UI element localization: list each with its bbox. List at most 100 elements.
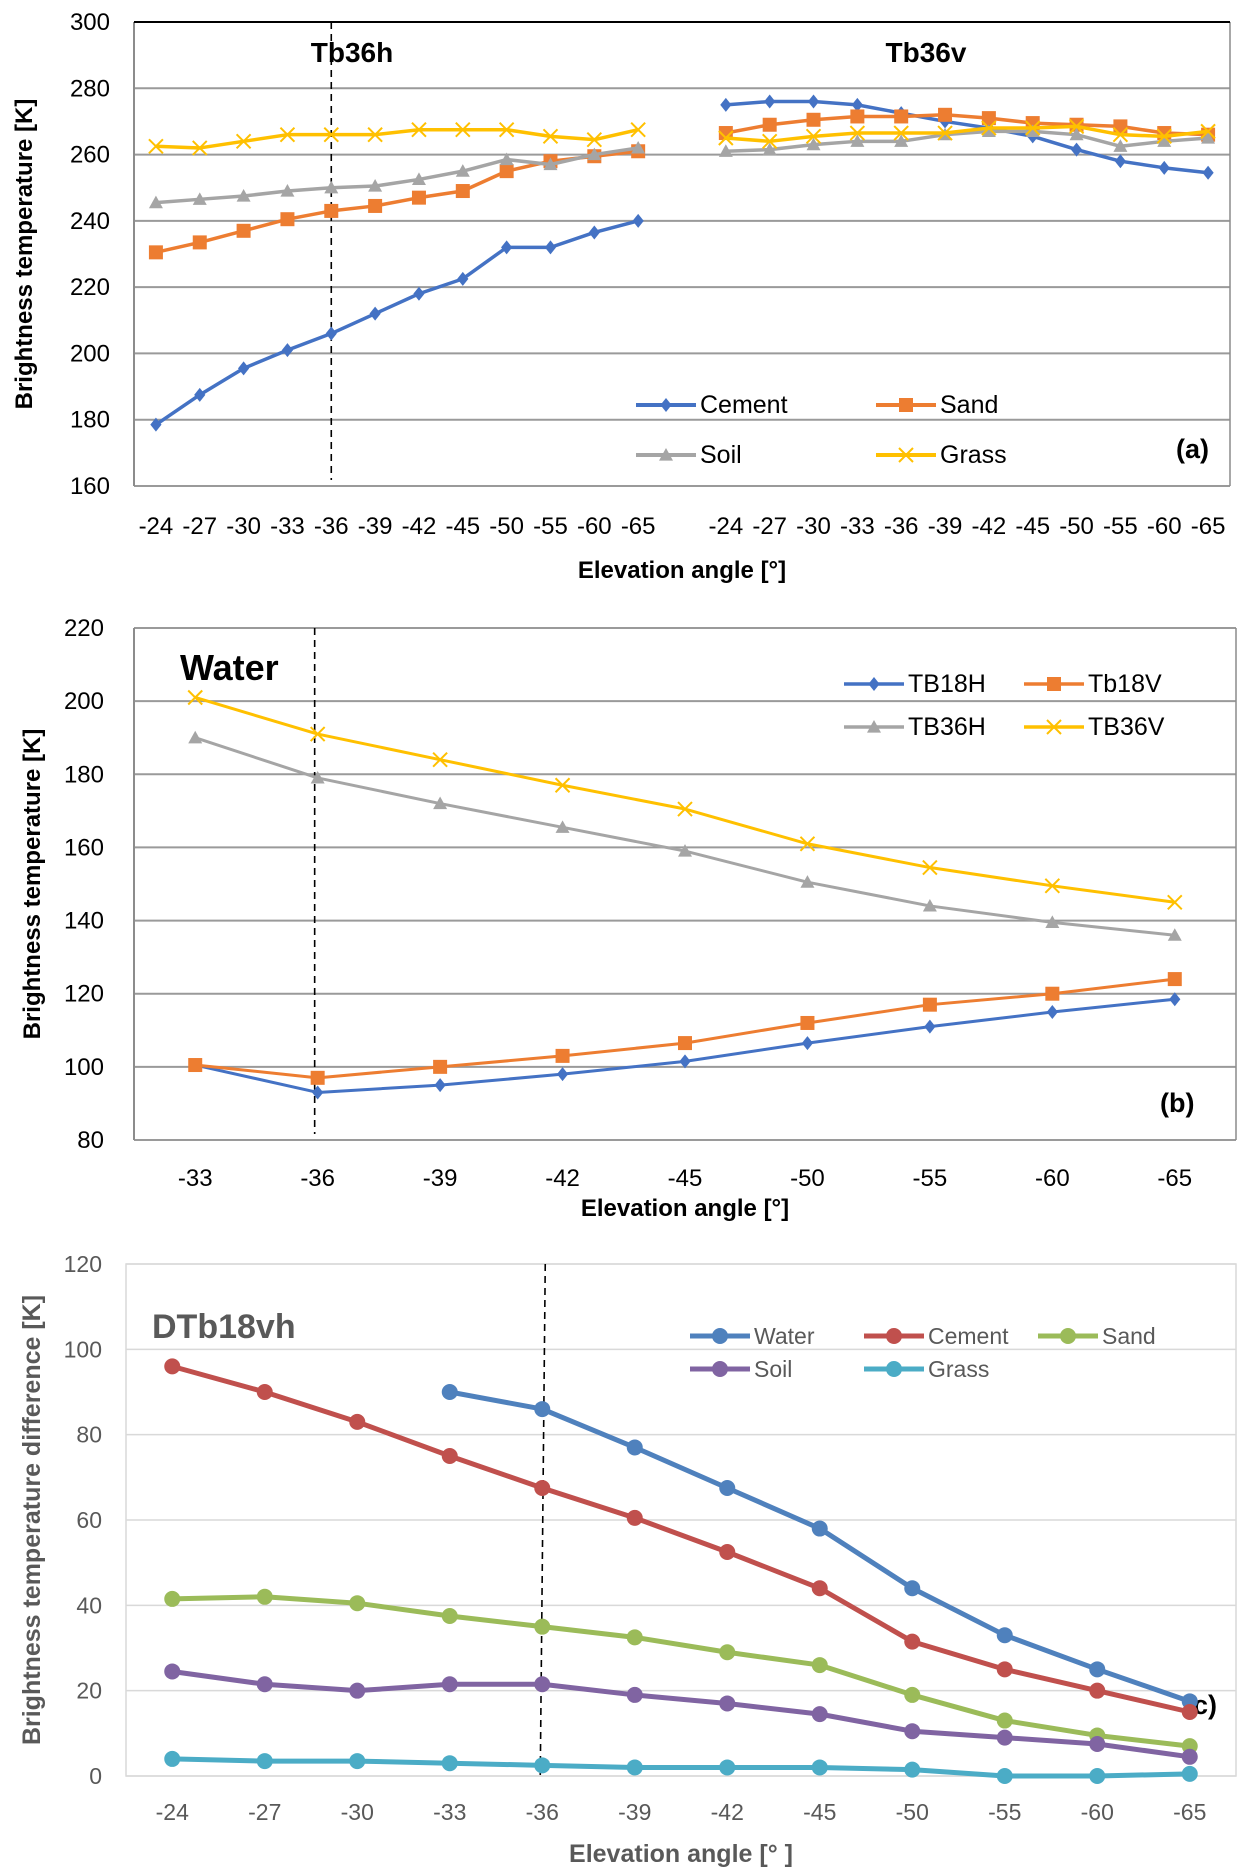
y-tick-label: 200: [70, 340, 110, 367]
group-title-h: Tb36h: [311, 37, 393, 68]
x-tick-label: -30: [341, 1799, 374, 1825]
marker-circle: [441, 1384, 458, 1400]
marker-x: [761, 133, 778, 150]
marker-circle: [712, 1361, 728, 1377]
legend-label: Grass: [928, 1356, 989, 1382]
y-axis-label: Brightness temperature [K]: [11, 99, 38, 410]
marker-x: [805, 128, 822, 145]
x-tick-label: -36: [884, 513, 919, 540]
marker-triangle: [806, 137, 821, 151]
series-tb36v: [187, 689, 1183, 910]
series-sand: [164, 1588, 1198, 1755]
marker-triangle: [678, 844, 692, 857]
marker-square: [368, 198, 383, 213]
legend-label: Sand: [940, 391, 998, 419]
series-line: [171, 1363, 1191, 1715]
legend-label: Water: [754, 1323, 815, 1349]
marker-diamond: [868, 677, 880, 691]
marker-circle: [1181, 1704, 1198, 1720]
marker-triangle: [1201, 131, 1216, 144]
marker-circle: [996, 1712, 1013, 1729]
marker-x: [1200, 123, 1216, 140]
marker-circle: [626, 1629, 643, 1646]
y-tick-label: 180: [70, 407, 110, 434]
marker-diamond: [544, 240, 557, 255]
marker-circle: [534, 1618, 551, 1635]
panel-label: (a): [1176, 434, 1209, 464]
marker-circle: [996, 1661, 1013, 1678]
series-tb18h: [189, 992, 1181, 1100]
marker-x: [279, 126, 296, 143]
marker-triangle: [455, 164, 470, 177]
x-tick-label: -60: [1035, 1165, 1070, 1192]
marker-diamond: [632, 213, 644, 228]
marker-circle: [886, 1328, 902, 1344]
x-tick-label: -33: [840, 513, 875, 540]
marker-square: [411, 190, 426, 205]
x-tick-label: -50: [790, 1165, 825, 1192]
x-tick-label: -60: [577, 513, 612, 540]
marker-square: [148, 245, 163, 260]
x-tick-label: -24: [708, 513, 743, 540]
marker-square: [192, 235, 207, 250]
x-axis-label: Elevation angle [°]: [578, 557, 786, 584]
series-line-v: [725, 113, 1209, 137]
marker-circle: [996, 1768, 1013, 1784]
marker-x: [922, 859, 938, 876]
x-tick-label: -24: [139, 513, 174, 540]
marker-triangle: [324, 180, 339, 194]
marker-triangle: [310, 770, 325, 784]
legend-label: Cement: [700, 391, 788, 419]
marker-circle: [904, 1633, 921, 1650]
marker-x: [432, 751, 448, 768]
y-axis-label: Brightness temperature [K]: [19, 729, 46, 1040]
marker-triangle: [543, 157, 558, 171]
x-tick-label: -42: [545, 1165, 580, 1192]
marker-square: [1167, 972, 1182, 987]
x-tick-label: -42: [402, 513, 437, 540]
marker-diamond: [660, 398, 672, 412]
marker-diamond: [679, 1054, 691, 1069]
series-line-h: [155, 149, 639, 255]
marker-x: [630, 122, 646, 138]
x-tick-label: -45: [803, 1799, 836, 1825]
marker-circle: [164, 1663, 181, 1680]
series-sand: [148, 107, 1216, 260]
marker-x: [1112, 126, 1129, 143]
series-soil: [164, 1663, 1198, 1765]
marker-triangle: [922, 898, 937, 912]
y-tick-label: 100: [64, 1054, 104, 1081]
series-cement: [164, 1358, 1198, 1720]
marker-x: [893, 125, 909, 141]
marker-circle: [256, 1384, 273, 1400]
marker-triangle: [800, 875, 815, 888]
marker-circle: [1181, 1765, 1198, 1782]
series-line: [194, 736, 1175, 937]
marker-diamond: [1158, 160, 1170, 175]
marker-circle: [441, 1676, 458, 1693]
marker-square: [433, 1059, 448, 1074]
series-water: [441, 1384, 1198, 1710]
marker-triangle: [433, 796, 448, 810]
x-tick-label: -65: [1173, 1799, 1206, 1825]
marker-circle: [996, 1729, 1013, 1746]
marker-triangle: [555, 820, 570, 833]
marker-x: [187, 689, 203, 706]
marker-diamond: [801, 1036, 814, 1051]
marker-x: [498, 122, 515, 138]
x-tick-label: -55: [1103, 513, 1138, 540]
x-axis-label: Elevation angle [°]: [581, 1195, 789, 1222]
series-line-v: [725, 124, 1209, 144]
x-tick-label: -36: [314, 513, 349, 540]
x-tick-label: -42: [972, 513, 1007, 540]
x-tick-label: -60: [1147, 513, 1182, 540]
marker-diamond: [501, 240, 513, 255]
marker-triangle: [718, 144, 733, 157]
x-tick-label: -55: [533, 513, 568, 540]
marker-diamond: [1202, 165, 1214, 180]
marker-triangle: [894, 134, 909, 147]
series-soil: [148, 124, 1216, 209]
marker-triangle: [981, 124, 996, 137]
x-tick-label: -50: [489, 513, 524, 540]
